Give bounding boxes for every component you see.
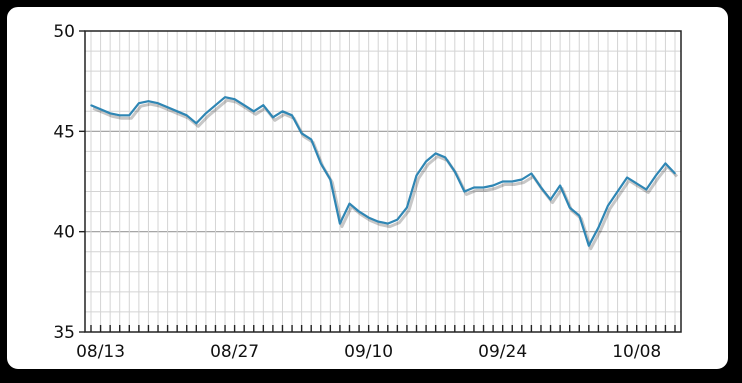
data-point [367, 216, 370, 219]
data-point [501, 180, 504, 183]
data-point [473, 186, 475, 189]
data-point [664, 162, 667, 165]
data-point [166, 106, 169, 109]
y-tick-label: 50 [53, 22, 75, 42]
data-point [588, 244, 590, 247]
data-point [185, 114, 188, 117]
data-point [224, 96, 226, 99]
data-point [281, 110, 284, 113]
data-point [616, 190, 619, 193]
data-point [463, 190, 466, 193]
data-point [578, 214, 581, 217]
data-point [597, 226, 600, 229]
data-point [272, 116, 274, 119]
data-point [319, 162, 322, 165]
data-point [568, 206, 571, 209]
data-point [626, 176, 628, 179]
data-point [118, 114, 121, 117]
x-tick-label: 08/27 [210, 342, 259, 362]
data-point [329, 178, 332, 181]
y-tick-label: 35 [53, 323, 75, 343]
data-point [454, 170, 456, 173]
data-point [243, 104, 245, 107]
data-point [233, 98, 236, 101]
data-point [339, 222, 341, 225]
x-axis-ticks [90, 325, 676, 332]
y-tick-label: 45 [53, 122, 75, 142]
data-point [176, 110, 178, 113]
chart-frame [4, 4, 731, 372]
data-point [109, 112, 111, 115]
x-axis: 08/13 08/27 09/10 09/24 10/08 [76, 342, 661, 362]
data-point [147, 100, 150, 103]
plot-area [84, 30, 682, 333]
data-point [607, 204, 609, 207]
data-point [434, 152, 437, 155]
data-point [645, 188, 648, 191]
data-point [157, 102, 159, 105]
data-point [521, 178, 523, 181]
data-point [492, 184, 494, 187]
data-point [444, 156, 447, 159]
data-point [214, 104, 217, 107]
data-point [205, 112, 207, 115]
data-point [195, 122, 198, 125]
data-point [415, 174, 418, 177]
data-point [291, 114, 293, 117]
data-point [262, 104, 265, 107]
data-point [540, 186, 542, 189]
data-point [655, 174, 657, 177]
data-point [674, 172, 676, 175]
data-point [90, 104, 92, 107]
data-point [128, 114, 131, 117]
data-point [559, 184, 561, 187]
x-tick-label: 08/13 [76, 342, 125, 362]
grid [85, 31, 681, 332]
data-point [635, 182, 638, 185]
data-point [386, 222, 389, 225]
data-point [377, 220, 380, 223]
data-point [406, 206, 408, 209]
series-shadow [92, 98, 679, 251]
x-tick-label: 09/24 [478, 342, 527, 362]
data-point [511, 180, 514, 183]
series-layer [90, 96, 679, 251]
data-point [549, 198, 552, 201]
data-point [482, 186, 485, 189]
data-point [358, 210, 360, 213]
data-point [300, 132, 303, 135]
data-point [348, 202, 351, 205]
data-point [425, 160, 427, 163]
data-point [99, 108, 102, 111]
x-tick-label: 09/10 [344, 342, 393, 362]
y-axis: 35 40 45 50 [53, 22, 85, 343]
data-point [530, 172, 533, 175]
x-tick-label: 10/08 [612, 342, 661, 362]
data-point [252, 110, 255, 113]
data-point [138, 102, 140, 105]
data-point [310, 138, 312, 141]
y-tick-label: 40 [53, 223, 75, 243]
data-point [396, 218, 399, 221]
series-line [90, 96, 676, 247]
